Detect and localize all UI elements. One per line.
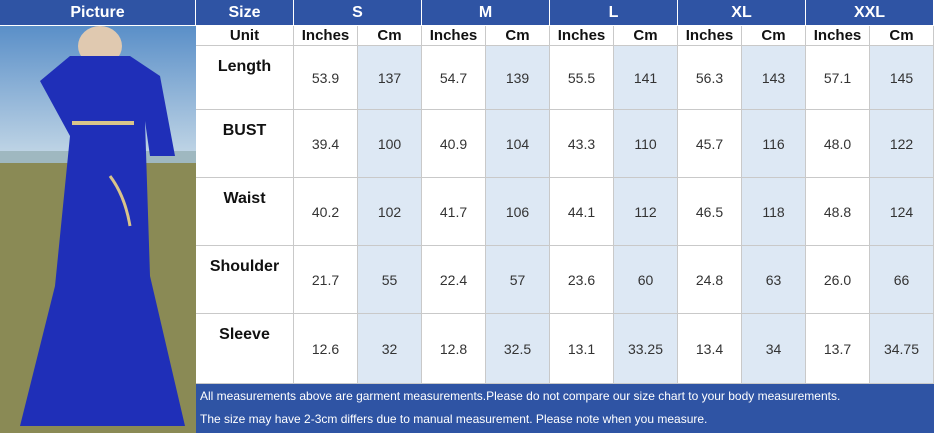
size-name: XL xyxy=(678,0,806,26)
row-label: Waist xyxy=(196,178,294,246)
product-photo xyxy=(0,26,196,433)
measurement: 116 xyxy=(742,110,806,178)
measurement: 57.1 xyxy=(806,46,870,110)
size-name: L xyxy=(550,0,678,26)
measurement: 53.9 xyxy=(294,46,358,110)
measurement: 46.5 xyxy=(678,178,742,246)
measurement: 43.3 xyxy=(550,110,614,178)
measurement: 55.5 xyxy=(550,46,614,110)
unit-name: Cm xyxy=(358,26,422,46)
measurement: 57 xyxy=(486,246,550,314)
measurement: 41.7 xyxy=(422,178,486,246)
measurement: 24.8 xyxy=(678,246,742,314)
unit-name: Inches xyxy=(678,26,742,46)
measurement: 26.0 xyxy=(806,246,870,314)
measurement: 32 xyxy=(358,314,422,384)
measurement: 13.4 xyxy=(678,314,742,384)
measurement: 60 xyxy=(614,246,678,314)
measurement: 56.3 xyxy=(678,46,742,110)
measurement: 21.7 xyxy=(294,246,358,314)
measurement: 122 xyxy=(870,110,934,178)
row-label: Shoulder xyxy=(196,246,294,314)
measurement: 32.5 xyxy=(486,314,550,384)
measurement: 40.2 xyxy=(294,178,358,246)
size-name: M xyxy=(422,0,550,26)
unit-name: Inches xyxy=(806,26,870,46)
measurement: 40.9 xyxy=(422,110,486,178)
measurement: 124 xyxy=(870,178,934,246)
measurement: 118 xyxy=(742,178,806,246)
row-label: Sleeve xyxy=(196,314,294,384)
unit-name: Cm xyxy=(486,26,550,46)
row-label: BUST xyxy=(196,110,294,178)
measurement: 13.1 xyxy=(550,314,614,384)
measurement: 45.7 xyxy=(678,110,742,178)
measurement: 106 xyxy=(486,178,550,246)
measurement: 44.1 xyxy=(550,178,614,246)
measurement: 55 xyxy=(358,246,422,314)
unit-name: Inches xyxy=(550,26,614,46)
measurement: 63 xyxy=(742,246,806,314)
unit-label: Unit xyxy=(196,26,294,46)
row-label: Length xyxy=(196,46,294,110)
unit-name: Inches xyxy=(294,26,358,46)
notes-bar xyxy=(196,384,934,433)
measurement: 139 xyxy=(486,46,550,110)
measurement: 22.4 xyxy=(422,246,486,314)
measurement: 100 xyxy=(358,110,422,178)
measurement: 12.8 xyxy=(422,314,486,384)
measurement: 102 xyxy=(358,178,422,246)
size-header: Size xyxy=(196,0,294,26)
picture-header: Picture xyxy=(0,0,196,26)
measurement: 104 xyxy=(486,110,550,178)
unit-name: Inches xyxy=(422,26,486,46)
measurement: 48.8 xyxy=(806,178,870,246)
measurement: 23.6 xyxy=(550,246,614,314)
measurement: 48.0 xyxy=(806,110,870,178)
measurement: 141 xyxy=(614,46,678,110)
measurement: 66 xyxy=(870,246,934,314)
measurement: 143 xyxy=(742,46,806,110)
measurement: 13.7 xyxy=(806,314,870,384)
size-name: XXL xyxy=(806,0,934,26)
measurement: 137 xyxy=(358,46,422,110)
note: The size may have 2-3cm differs due to m… xyxy=(200,412,708,426)
measurement: 33.25 xyxy=(614,314,678,384)
size-name: S xyxy=(294,0,422,26)
measurement: 112 xyxy=(614,178,678,246)
measurement: 34 xyxy=(742,314,806,384)
measurement: 12.6 xyxy=(294,314,358,384)
unit-name: Cm xyxy=(870,26,934,46)
measurement: 34.75 xyxy=(870,314,934,384)
measurement: 54.7 xyxy=(422,46,486,110)
measurement: 39.4 xyxy=(294,110,358,178)
measurement: 145 xyxy=(870,46,934,110)
measurement: 110 xyxy=(614,110,678,178)
unit-name: Cm xyxy=(614,26,678,46)
unit-name: Cm xyxy=(742,26,806,46)
note: All measurements above are garment measu… xyxy=(200,389,841,403)
